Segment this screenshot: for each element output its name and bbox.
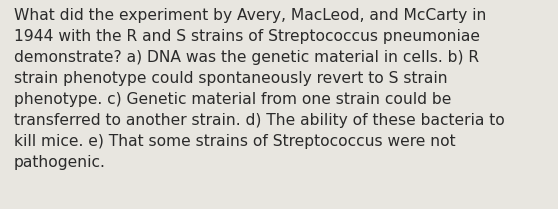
Text: What did the experiment by Avery, MacLeod, and McCarty in
1944 with the R and S : What did the experiment by Avery, MacLeo… <box>14 8 504 170</box>
